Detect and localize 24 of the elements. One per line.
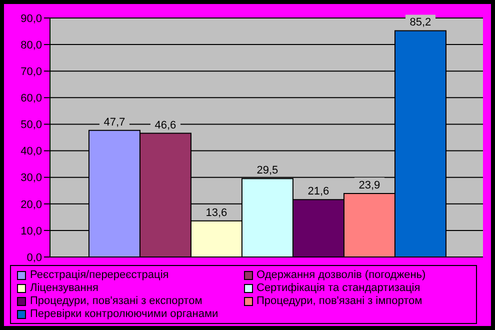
- legend-label: Реєстрація/перереєстрація: [30, 269, 169, 281]
- y-tick-label: 30,0: [20, 172, 42, 184]
- data-label: 23,9: [358, 180, 380, 192]
- y-tick-label: 80,0: [20, 39, 42, 52]
- y-tick-label: 20,0: [20, 198, 42, 211]
- legend-label: Сертифікація та стандартизація: [256, 282, 420, 294]
- legend-label: Перевірки контролюючими органами: [30, 308, 218, 320]
- data-label: 85,2: [410, 16, 432, 29]
- legend-label: Процедури, пов'язані з експортом: [30, 295, 202, 307]
- y-tick-label: 10,0: [20, 225, 42, 238]
- y-tick-label: 90,0: [20, 12, 42, 25]
- data-label: 21,6: [308, 186, 330, 198]
- data-label: 13,6: [206, 206, 228, 219]
- data-label: 46,6: [154, 119, 176, 132]
- data-label: 47,7: [104, 116, 126, 128]
- y-tick-label: 70,0: [20, 66, 42, 78]
- legend-label: Ліцензування: [30, 282, 98, 294]
- y-tick-label: 50,0: [20, 119, 42, 132]
- legend-label: Одержання дозволів (погоджень): [256, 269, 426, 281]
- y-tick-label: 40,0: [20, 146, 42, 158]
- data-label: 29,5: [256, 164, 278, 177]
- legend-label: Процедури, пов'язані з імпортом: [256, 295, 422, 307]
- y-tick-label: 60,0: [20, 92, 42, 105]
- y-tick-label: 0,0: [26, 252, 42, 264]
